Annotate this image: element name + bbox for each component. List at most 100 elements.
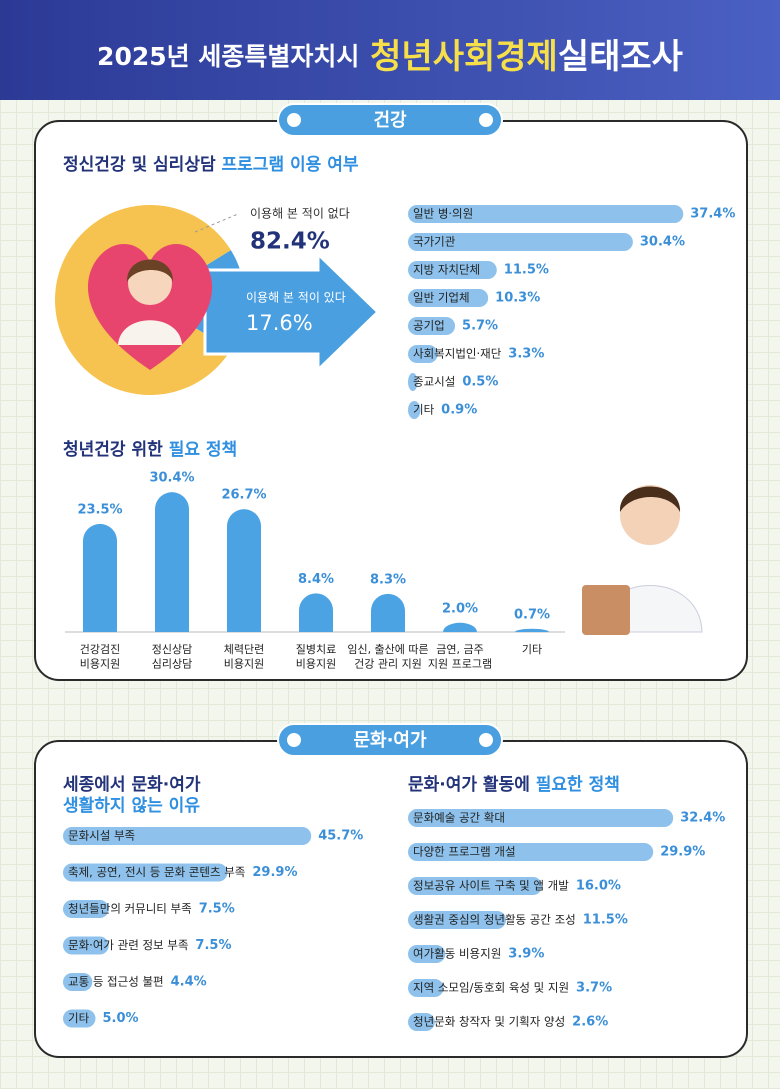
bar xyxy=(63,900,109,918)
pie-value: 17.6% xyxy=(246,311,313,335)
bar-label: 기타 xyxy=(68,1011,90,1025)
value-label: 16.0% xyxy=(576,879,621,894)
value-label: 0.9% xyxy=(441,403,477,418)
bar xyxy=(63,1009,96,1028)
value-label: 29.9% xyxy=(660,845,705,860)
bar-label: 정보공유 사이트 구축 및 앱 개발 xyxy=(413,879,569,893)
bar xyxy=(63,936,109,955)
bar xyxy=(408,345,438,363)
section-title: 문화·여가 xyxy=(353,730,427,751)
bar-label: 지역 소모임/동호회 육성 및 지원 xyxy=(413,981,569,995)
bar xyxy=(408,809,674,827)
value-label: 30.4% xyxy=(149,471,194,486)
value-label: 32.4% xyxy=(680,811,725,826)
bar xyxy=(408,877,542,895)
bar xyxy=(63,827,312,845)
chart-title: 세종에서 문화·여가 xyxy=(63,775,201,795)
pie-label: 이용해 본 적이 없다 xyxy=(250,207,350,221)
chart-title: 청년건강 위한 필요 정책 xyxy=(63,439,237,460)
bar-label: 공기업 xyxy=(413,319,445,333)
bar-label: 다양한 프로그램 개설 xyxy=(413,845,516,859)
value-label: 37.4% xyxy=(690,207,735,222)
bar-label: 청년문화 창작자 및 기획자 양성 xyxy=(413,1015,565,1029)
bar xyxy=(408,317,456,335)
value-label: 8.4% xyxy=(298,572,334,587)
body xyxy=(118,320,182,345)
bar xyxy=(408,843,654,861)
bar-label: 기타 xyxy=(413,403,435,417)
x-tick-label: 체력단련 비용지원 xyxy=(224,643,264,670)
bar-label: 국가기관 xyxy=(413,235,456,249)
title-suffix: 실태조사 xyxy=(558,37,683,77)
x-tick-label: 기타 xyxy=(522,643,542,656)
value-label: 3.7% xyxy=(576,981,612,996)
title-prefix: 2025년 세종특별자치시 xyxy=(97,42,359,71)
value-label: 7.5% xyxy=(195,938,231,953)
value-label: 7.5% xyxy=(199,902,235,917)
bar xyxy=(408,373,418,391)
value-label: 5.7% xyxy=(462,319,498,334)
bar xyxy=(408,401,421,419)
value-label: 10.3% xyxy=(495,291,540,306)
x-tick-label: 임신, 출산에 따른 건강 관리 지원 xyxy=(347,643,428,670)
x-tick-label: 정신상담 심리상담 xyxy=(152,643,192,670)
section-pill: 문화·여가 xyxy=(277,723,503,757)
bar xyxy=(227,509,261,632)
bar-label: 교통 등 접근성 불편 xyxy=(68,975,164,989)
bar xyxy=(371,593,405,632)
bar-label: 생활권 중심의 청년활동 공간 조성 xyxy=(413,913,576,927)
header-title: 2025년 세종특별자치시 청년사회경제실태조사 xyxy=(97,37,683,77)
chart-title-text: 청년건강 위한 xyxy=(63,439,163,460)
bar xyxy=(408,205,684,223)
bar-label: 일반 기업체 xyxy=(413,291,470,305)
value-label: 2.0% xyxy=(442,601,478,616)
bar xyxy=(408,289,489,307)
bar-label: 일반 병·의원 xyxy=(413,207,473,221)
value-label: 45.7% xyxy=(318,829,363,844)
value-label: 4.4% xyxy=(171,975,207,990)
section-pill: 건강 xyxy=(277,103,503,137)
header-band xyxy=(0,0,780,100)
chart-title-highlight: 프로그램 이용 여부 xyxy=(222,155,359,175)
value-label: 3.9% xyxy=(508,947,544,962)
bar-label: 축제, 공연, 전시 등 문화 콘텐츠 부족 xyxy=(68,865,245,879)
leader-line xyxy=(194,213,239,233)
bar-label: 청년들만의 커뮤니티 부족 xyxy=(68,902,192,916)
bar-label: 종교시설 xyxy=(413,375,455,389)
bar-label: 사회복지법인·재단 xyxy=(413,347,502,361)
bar-label: 문화·여가 관련 정보 부족 xyxy=(68,938,188,952)
chart-title-highlight: 생활하지 않는 이유 xyxy=(63,795,200,816)
bar xyxy=(155,492,189,632)
pie-value: 82.4% xyxy=(250,229,330,255)
bar xyxy=(408,233,633,251)
value-label: 3.3% xyxy=(508,347,544,362)
value-label: 11.5% xyxy=(504,263,549,278)
bar xyxy=(443,622,477,632)
heart xyxy=(87,243,213,370)
chart-title-highlight: 필요 정책 xyxy=(169,440,237,460)
chart-title: 문화·여가 활동에 필요한 정책 xyxy=(408,774,620,795)
bar xyxy=(408,945,446,963)
bar-label: 문화예술 공간 확대 xyxy=(413,811,505,825)
x-tick-label: 질병치료 비용지원 xyxy=(296,643,336,670)
arrow xyxy=(203,250,381,374)
doctor-head xyxy=(620,485,680,545)
hair xyxy=(126,259,174,282)
section-title: 건강 xyxy=(373,110,407,131)
value-label: 11.5% xyxy=(583,913,628,928)
x-tick-label: 금연, 금주 지원 프로그램 xyxy=(428,643,492,670)
bar xyxy=(515,628,549,632)
value-label: 8.3% xyxy=(370,572,406,587)
value-label: 23.5% xyxy=(77,502,122,517)
bar-label: 지방 자치단체 xyxy=(413,263,480,277)
clipboard xyxy=(582,585,630,635)
value-label: 26.7% xyxy=(221,488,266,503)
value-label: 30.4% xyxy=(640,235,685,250)
chart-title-highlight: 필요한 정책 xyxy=(536,775,620,795)
chart-title: 정신건강 및 심리상담 프로그램 이용 여부 xyxy=(63,155,359,175)
bar xyxy=(408,261,497,279)
bar xyxy=(83,523,117,632)
pie-label: 이용해 본 적이 있다 xyxy=(246,291,346,305)
